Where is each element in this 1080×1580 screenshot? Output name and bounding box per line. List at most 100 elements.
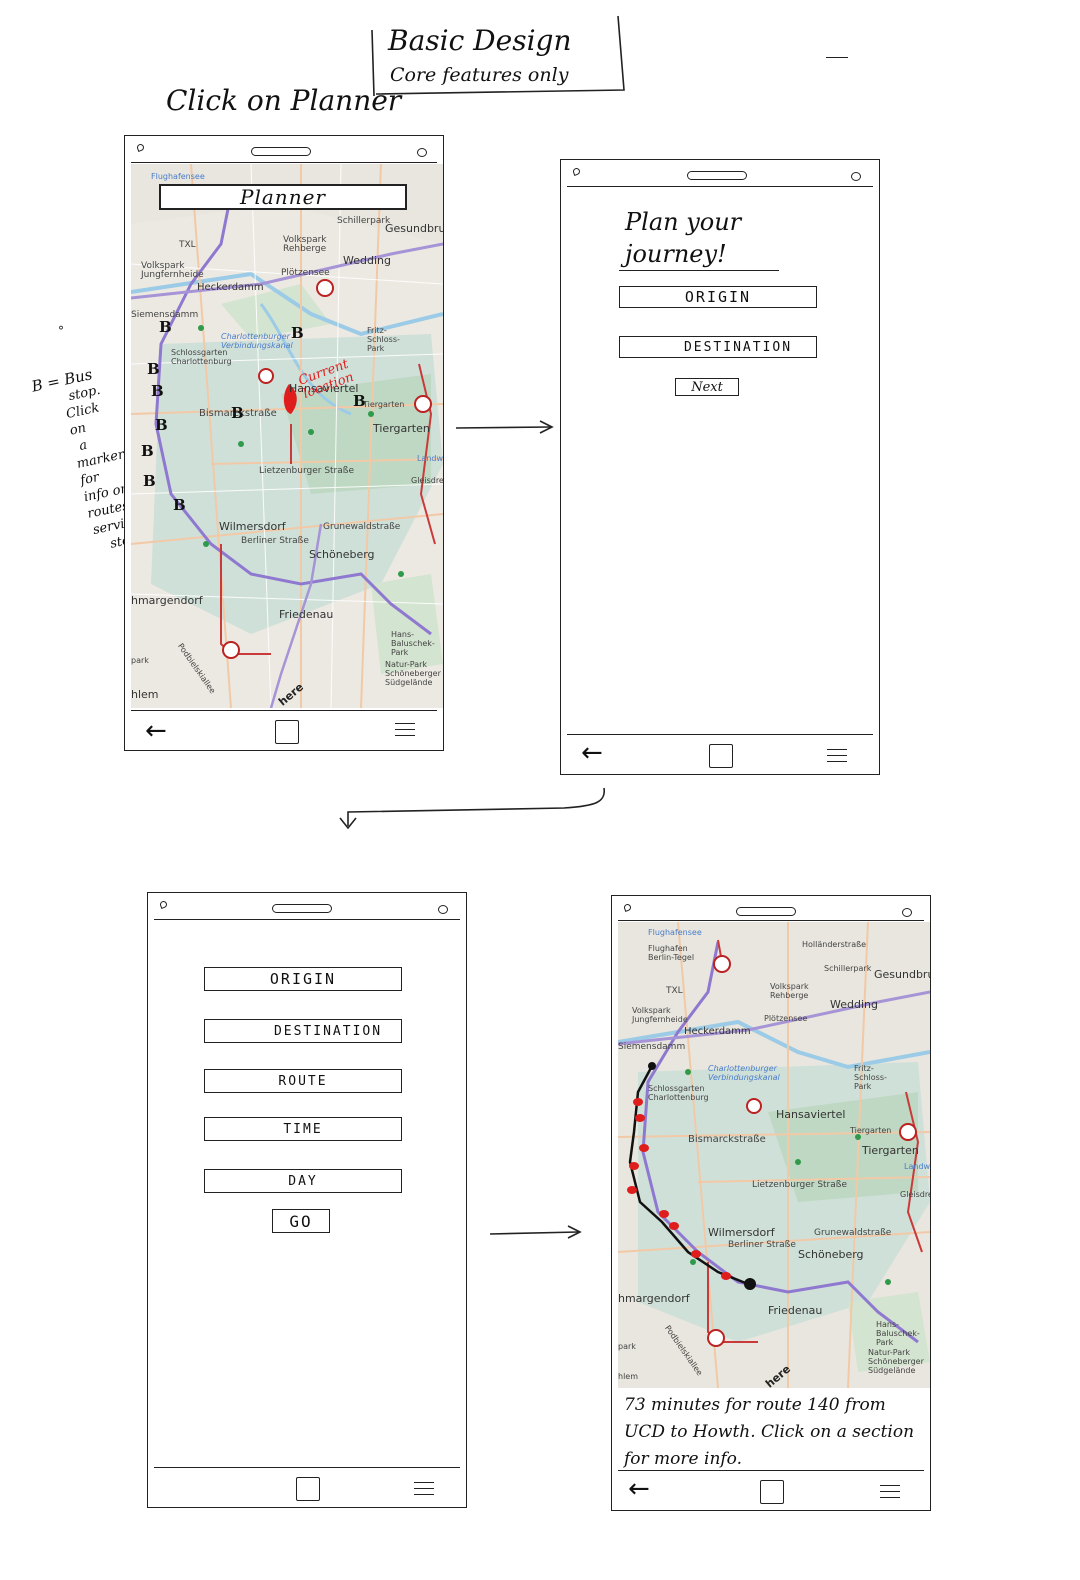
instruction-text: Click on Planner	[166, 84, 402, 117]
map-label: hmargendorf	[131, 594, 203, 607]
map-label: Siemensdamm	[618, 1042, 686, 1052]
plan-heading: Plan your journey!	[625, 208, 742, 268]
map-label: Siemensdamm	[131, 310, 199, 320]
menu-lines-icon[interactable]	[414, 1477, 434, 1500]
camera-icon	[159, 900, 168, 909]
map-label: Fritz-Schloss-Park	[367, 326, 400, 353]
sensor-icon	[851, 172, 861, 181]
bus-stop-marker[interactable]: B	[291, 324, 304, 342]
origin-field[interactable]: ORIGIN	[204, 967, 402, 991]
origin-field-label: ORIGIN	[269, 970, 337, 988]
phone-screen-2: Plan your journey! ORIGIN DESTINATION Ne…	[560, 159, 880, 775]
speaker-icon	[251, 147, 311, 156]
header-title-line2: Core features only	[390, 64, 569, 86]
header-dash	[826, 57, 848, 58]
map-label: Tiergarten	[862, 1144, 919, 1157]
route-map-graphics	[618, 922, 930, 1388]
bus-stop-marker[interactable]: B	[231, 404, 244, 422]
map-label: Wedding	[343, 254, 391, 267]
side-note-dot: °	[58, 324, 64, 338]
map-view[interactable]: Flughafensee Schillerpark Gesundbru TXL …	[131, 164, 443, 708]
next-button[interactable]: Next	[675, 378, 739, 396]
map-label: Schillerpark	[824, 964, 872, 973]
map-label: Berliner Straße	[241, 536, 309, 546]
home-square-icon[interactable]	[760, 1480, 784, 1504]
heading-underline	[619, 270, 779, 271]
map-label: Charlottenburger Verbindungskanal	[221, 332, 293, 350]
bus-stop-marker[interactable]: B	[155, 416, 168, 434]
phone-screen-3: ORIGIN DESTINATION ROUTE TIME DAY GO	[147, 892, 467, 1508]
map-label: Hans-Baluschek-Park	[391, 630, 435, 657]
destination-field[interactable]: DESTINATION	[619, 336, 817, 358]
bus-stop-marker[interactable]: B	[353, 392, 366, 410]
bus-stop-marker[interactable]: B	[147, 360, 160, 378]
map-label: Schlossgarten Charlottenburg	[171, 348, 232, 366]
map-label: hlem	[131, 688, 159, 701]
screen-bottom-edge	[567, 734, 873, 735]
screen-bottom-edge	[131, 710, 437, 711]
map-label: Schillerpark	[337, 216, 391, 226]
day-field[interactable]: DAY	[204, 1169, 402, 1193]
map-label: park	[618, 1342, 636, 1351]
bus-stop-marker[interactable]: B	[159, 318, 172, 336]
home-square-icon[interactable]	[296, 1477, 320, 1501]
map-label: Schöneberg	[309, 548, 375, 561]
map-label: Volkspark Rehberge	[283, 235, 327, 254]
map-label: Volkspark Rehberge	[770, 982, 809, 1000]
map-label: Charlottenburger Verbindungskanal	[708, 1064, 780, 1082]
go-button-label: GO	[289, 1211, 313, 1231]
go-button[interactable]: GO	[272, 1209, 330, 1233]
screen-top-edge	[618, 920, 924, 921]
bus-stop-marker[interactable]: B	[141, 442, 154, 460]
destination-field-label: DESTINATION	[683, 339, 793, 355]
route-field[interactable]: ROUTE	[204, 1069, 402, 1093]
map-label: Fritz-Schloss-Park	[854, 1064, 887, 1091]
map-label: Gesundbru	[385, 222, 443, 235]
map-label: Hans-Baluschek-Park	[876, 1320, 920, 1347]
map-label: Gleisdre	[900, 1190, 930, 1199]
map-label: Schlossgarten Charlottenburg	[648, 1084, 709, 1102]
flow-arrow-right	[489, 1225, 582, 1239]
destination-field[interactable]: DESTINATION	[204, 1019, 402, 1043]
next-button-label: Next	[691, 379, 723, 395]
flow-arrow-down	[339, 787, 605, 830]
sensor-icon	[438, 905, 448, 914]
camera-icon	[623, 903, 632, 912]
home-square-icon[interactable]	[275, 720, 299, 744]
phone-screen-4: Flughafensee Flughafen Berlin-Tegel Holl…	[611, 895, 931, 1511]
menu-lines-icon[interactable]	[827, 744, 847, 767]
time-field[interactable]: TIME	[204, 1117, 402, 1141]
back-arrow-icon[interactable]: ←	[581, 738, 603, 768]
planner-button[interactable]: Planner	[159, 184, 407, 210]
camera-icon	[572, 167, 581, 176]
menu-lines-icon[interactable]	[880, 1480, 900, 1503]
map-label: Friedenau	[768, 1304, 823, 1317]
day-field-label: DAY	[288, 1173, 318, 1189]
map-label: hlem	[618, 1372, 639, 1381]
map-label: Bismarckstraße	[688, 1134, 766, 1145]
map-label: Lietzenburger Straße	[752, 1180, 847, 1190]
back-arrow-icon[interactable]: ←	[145, 716, 167, 746]
map-graphics	[131, 164, 443, 708]
bus-stop-marker[interactable]: B	[151, 382, 164, 400]
screen-bottom-edge	[618, 1470, 924, 1471]
map-label: Flughafen Berlin-Tegel	[648, 944, 695, 962]
map-label: Grunewaldstraße	[814, 1228, 892, 1238]
route-map-view[interactable]: Flughafensee Flughafen Berlin-Tegel Holl…	[618, 922, 930, 1388]
bus-stop-marker[interactable]: B	[143, 472, 156, 490]
camera-icon	[136, 143, 145, 152]
map-label: Gesundbru	[874, 968, 930, 981]
bus-stop-marker[interactable]: B	[173, 496, 186, 514]
route-summary-text[interactable]: 73 minutes for route 140 from UCD to How…	[624, 1395, 915, 1469]
time-field-label: TIME	[283, 1121, 323, 1137]
map-label: Tiergarten	[363, 400, 405, 409]
map-label: Plötzensee	[764, 1014, 808, 1023]
menu-lines-icon[interactable]	[395, 718, 415, 741]
map-label: hmargendorf	[618, 1292, 690, 1305]
planner-button-label: Planner	[240, 185, 326, 209]
speaker-icon	[272, 904, 332, 913]
back-arrow-icon[interactable]: ←	[628, 1474, 650, 1504]
origin-field[interactable]: ORIGIN	[619, 286, 817, 308]
destination-field-label: DESTINATION	[273, 1023, 383, 1039]
home-square-icon[interactable]	[709, 744, 733, 768]
